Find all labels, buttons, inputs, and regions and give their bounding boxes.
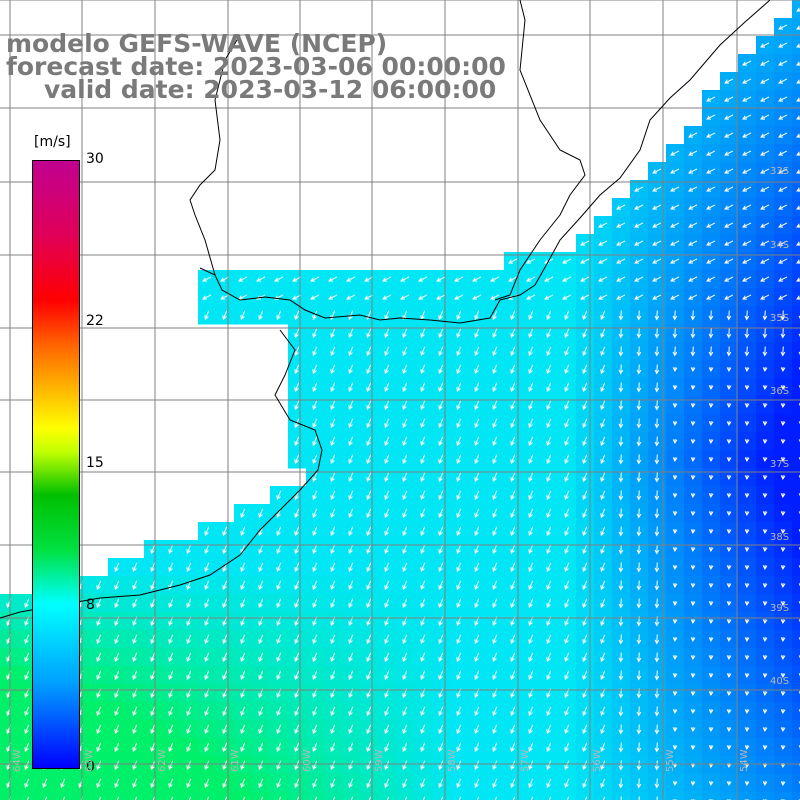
longitude-label: 60W [302, 749, 313, 772]
colorbar-tick-label: 15 [86, 455, 104, 471]
title-model: modelo GEFS-WAVE (NCEP) [6, 29, 388, 58]
longitude-label: 54W [739, 749, 750, 772]
longitude-label: 55W [665, 749, 676, 772]
longitude-label: 56W [592, 749, 603, 772]
colorbar-tick-label: 8 [86, 596, 95, 613]
latitude-label: 33S [770, 166, 790, 177]
title-forecast-date: forecast date: 2023-03-06 00:00:00 [6, 52, 506, 81]
latitude-label: 38S [770, 532, 790, 543]
longitude-label: 62W [157, 749, 168, 772]
colorbar-tick-label: 22 [86, 313, 104, 330]
longitude-label: 63W [84, 749, 95, 772]
latitude-label: 39S [770, 603, 790, 614]
colorbar [32, 160, 80, 769]
longitude-label: 58W [447, 749, 458, 772]
longitude-label: 59W [374, 749, 385, 772]
latitude-label: 34S [770, 240, 790, 251]
latitude-label: 37S [770, 459, 790, 470]
colorbar-tick-label: 30 [86, 151, 104, 167]
longitude-label: 64W [12, 749, 23, 772]
longitude-label: 57W [520, 749, 531, 772]
coastline [0, 0, 771, 619]
colorbar-unit: [m/s] [34, 134, 71, 150]
latitude-label: 36S [770, 386, 790, 397]
title-valid-date: valid date: 2023-03-12 06:00:00 [44, 75, 497, 104]
longitude-label: 61W [230, 749, 241, 772]
latitude-label: 35S [770, 313, 790, 324]
colorbar-tick-label: 0 [86, 759, 95, 775]
latitude-label: 40S [770, 676, 790, 687]
